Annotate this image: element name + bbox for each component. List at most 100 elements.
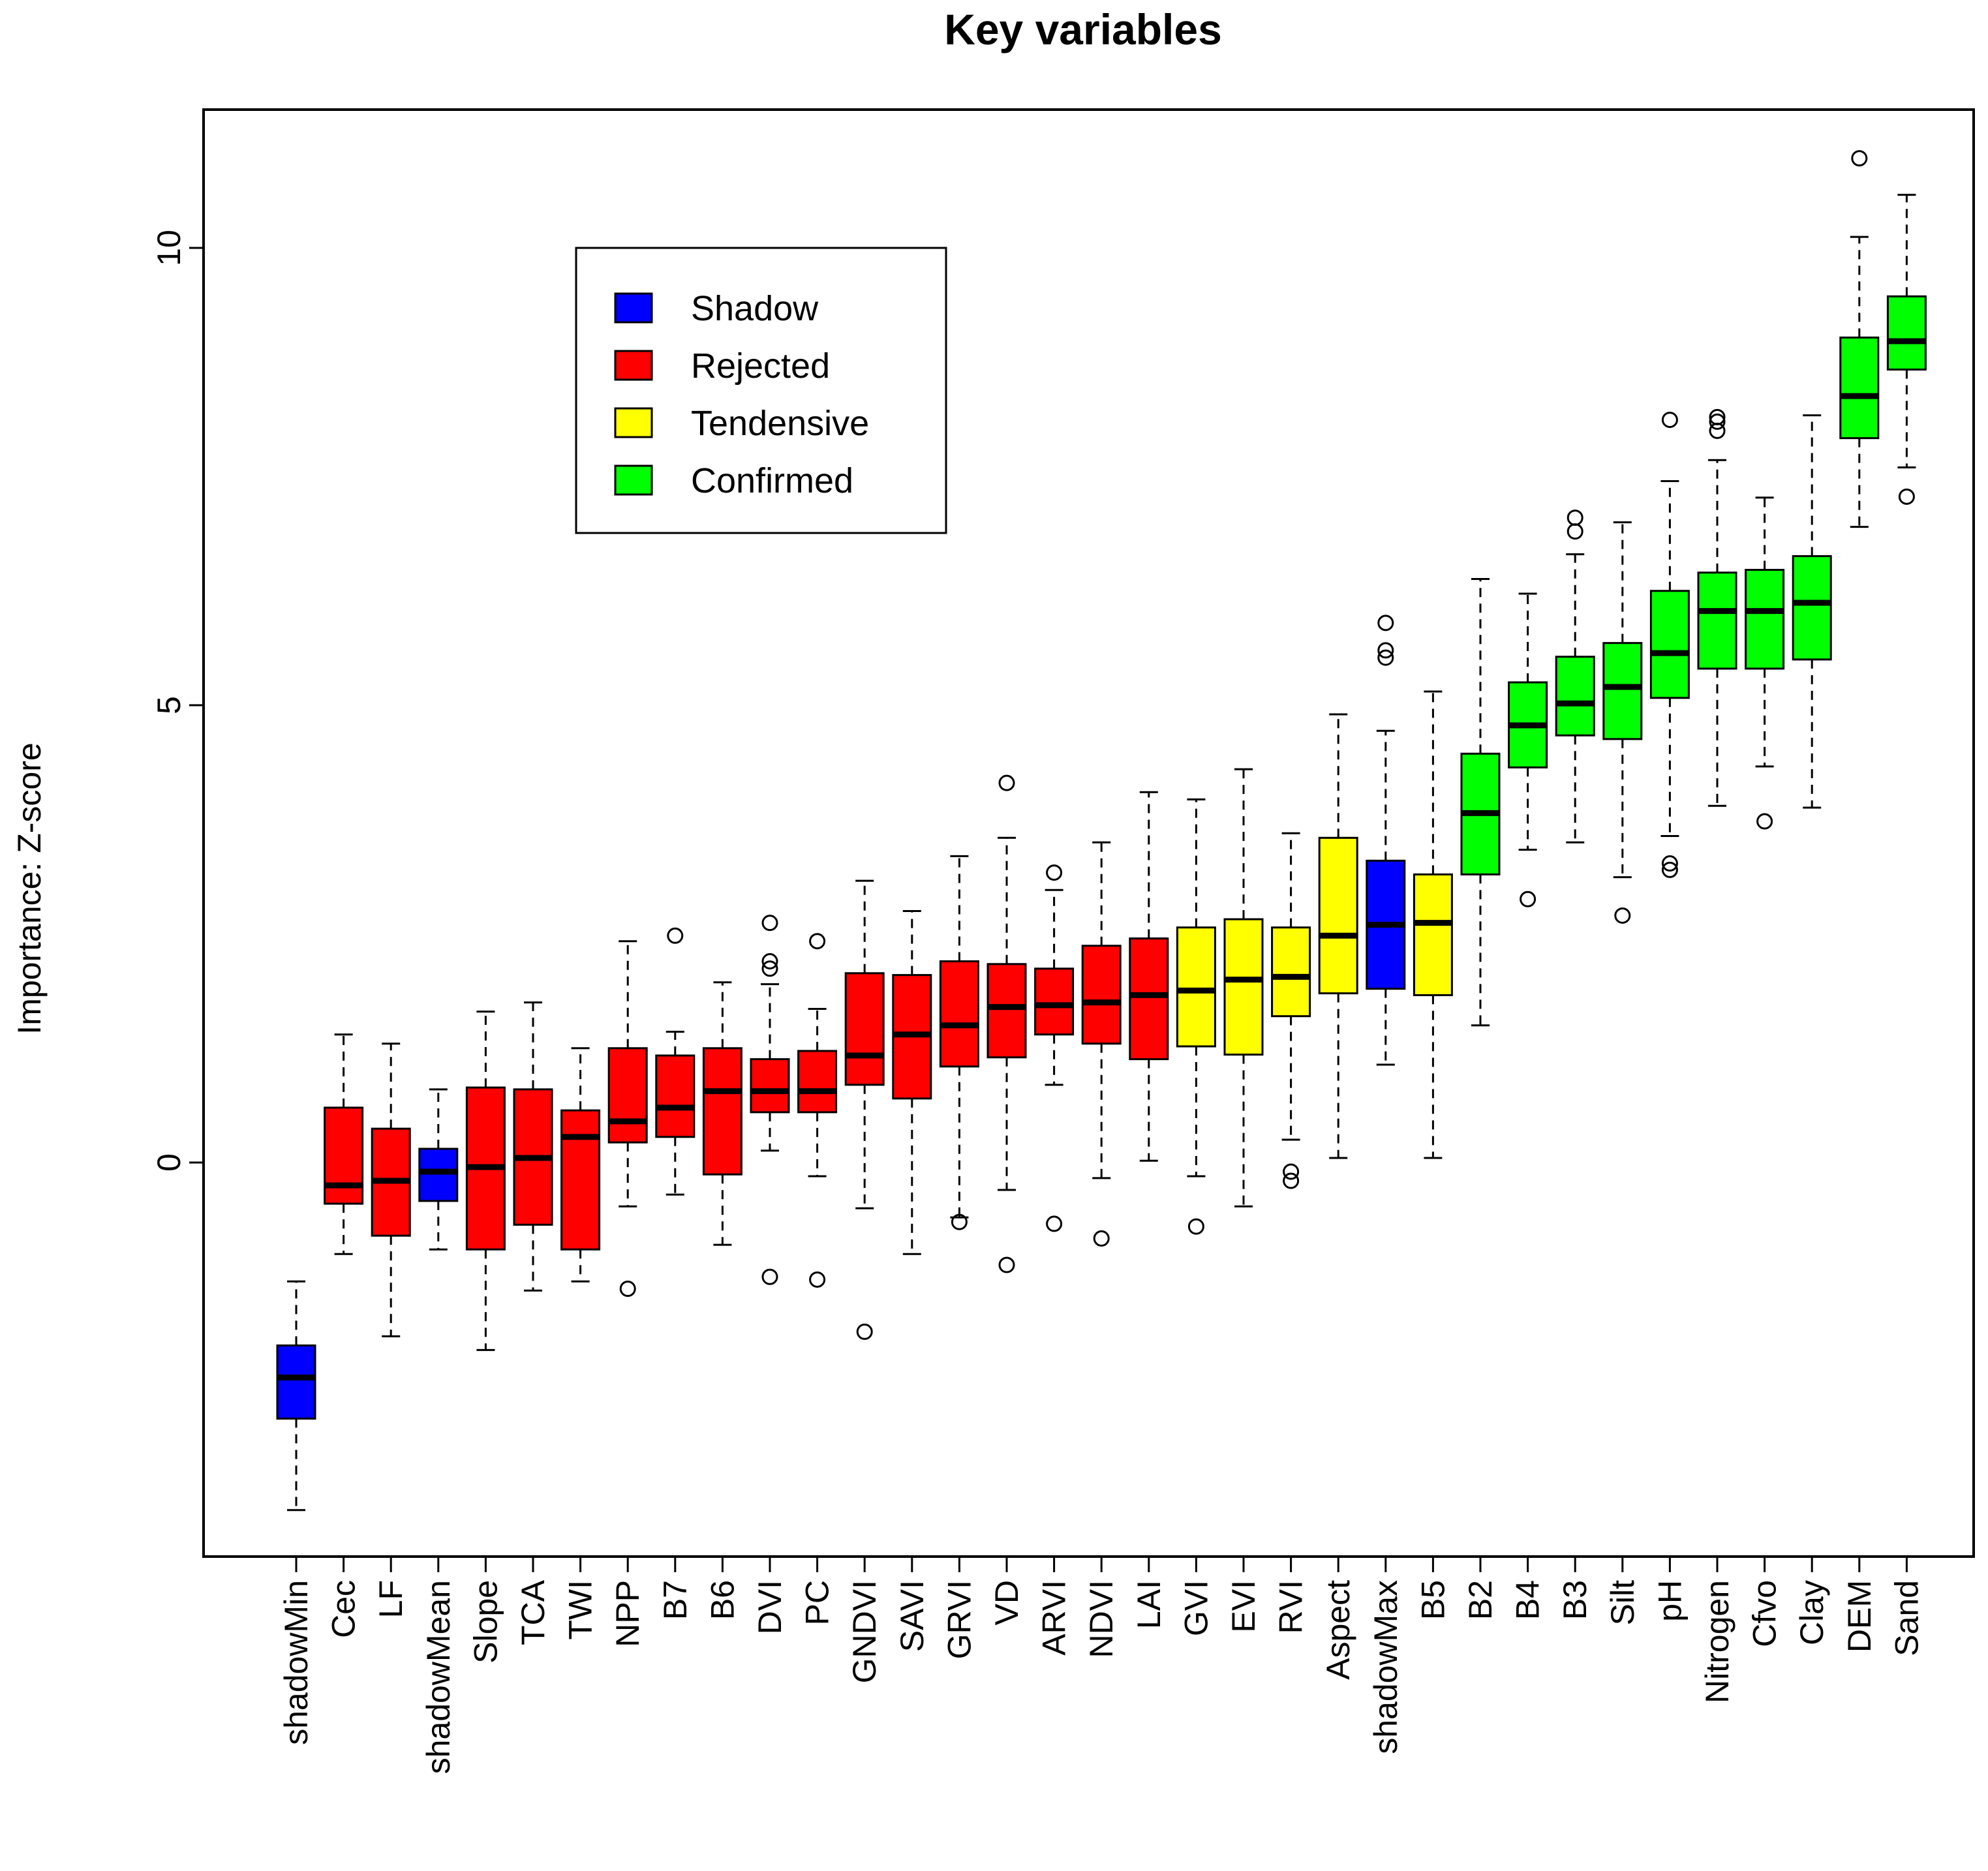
x-tick-label: LAI	[1131, 1580, 1167, 1629]
x-tick-label: LF	[373, 1580, 409, 1618]
box-Nitrogen	[1697, 408, 1737, 807]
x-tick-label: EVI	[1225, 1580, 1262, 1633]
outlier-point	[761, 953, 778, 970]
iqr-box	[1413, 873, 1453, 996]
iqr-box	[1839, 336, 1880, 440]
iqr-box	[1318, 836, 1358, 995]
x-tick-label: shadowMean	[420, 1580, 457, 1774]
outlier-point	[1756, 813, 1773, 830]
outlier-point	[761, 960, 778, 977]
iqr-box	[1886, 295, 1927, 371]
iqr-box	[324, 1106, 364, 1205]
outlier-point	[667, 927, 684, 944]
box-RVI	[1271, 832, 1311, 1189]
box-ARVI	[1034, 864, 1075, 1232]
box-Sand	[1886, 194, 1927, 505]
box-GNDVI	[844, 879, 885, 1340]
iqr-box	[844, 972, 885, 1086]
iqr-box	[276, 1344, 316, 1420]
iqr-box	[1271, 926, 1311, 1018]
x-tick-label: Sand	[1888, 1580, 1925, 1656]
box-B2	[1460, 578, 1501, 1027]
x-tick-label: RVI	[1273, 1580, 1309, 1634]
box-GVI	[1176, 798, 1216, 1235]
outlier-point	[1046, 1215, 1063, 1232]
box-shadowMean	[418, 1088, 459, 1251]
box-Cec	[324, 1033, 364, 1255]
outlier-point	[1283, 1172, 1300, 1189]
iqr-box	[1792, 555, 1832, 661]
x-tick-label: Silt	[1604, 1580, 1641, 1626]
outlier-point	[1567, 510, 1583, 526]
y-axis: 0 5 10	[151, 230, 204, 1172]
outlier-point	[1661, 412, 1678, 429]
iqr-box	[1034, 967, 1075, 1036]
outlier-point	[809, 1271, 826, 1288]
outlier-point	[856, 1323, 873, 1340]
outlier-point	[1187, 1218, 1204, 1235]
x-tick-label: DVI	[752, 1580, 788, 1634]
outlier-point	[809, 933, 826, 950]
x-tick-label: VD	[988, 1580, 1025, 1625]
x-tick-label: PC	[799, 1580, 836, 1625]
outlier-point	[1661, 855, 1678, 872]
box-Slope	[465, 1011, 506, 1351]
box-shadowMax	[1366, 615, 1406, 1066]
outlier-point	[951, 1213, 968, 1230]
outlier-point	[998, 774, 1015, 791]
outlier-point	[1283, 1163, 1300, 1180]
iqr-box	[702, 1047, 742, 1176]
x-tick-label: NDVI	[1083, 1580, 1120, 1658]
outlier-point	[1046, 864, 1063, 881]
y-axis-title: Importance: Z-score	[11, 742, 48, 1034]
box-TWI	[560, 1047, 601, 1283]
y-tick-label: 5	[151, 696, 187, 714]
iqr-box	[655, 1054, 696, 1138]
iqr-box	[986, 963, 1027, 1059]
x-tick-label: shadowMin	[278, 1580, 314, 1745]
outlier-point	[619, 1280, 636, 1297]
legend-label: Shadow	[691, 289, 819, 328]
outlier-point	[1614, 907, 1631, 924]
box-PC	[797, 933, 838, 1288]
outlier-point	[1377, 642, 1394, 659]
x-tick-label: B7	[657, 1580, 694, 1620]
box-LAI	[1129, 791, 1169, 1162]
box-Cfvo	[1745, 496, 1785, 830]
box-NPP	[607, 940, 648, 1297]
x-tick-label: GNDVI	[846, 1580, 883, 1683]
x-tick-label: B6	[704, 1580, 741, 1620]
x-tick-label: SAVI	[894, 1580, 930, 1652]
outlier-point	[1520, 890, 1537, 907]
box-B4	[1508, 592, 1548, 907]
iqr-box	[1697, 571, 1737, 670]
box-B6	[702, 981, 742, 1246]
x-axis: shadowMin Cec LF shadowMean Slope TCA TWI NPP B7…	[278, 1555, 1925, 1774]
iqr-box	[1223, 918, 1264, 1056]
box-B5	[1413, 690, 1453, 1159]
box-TCA	[513, 1001, 553, 1292]
box-NDVI	[1081, 841, 1122, 1247]
x-tick-label: Slope	[467, 1580, 504, 1664]
box-pH	[1649, 412, 1690, 878]
iqr-box	[560, 1109, 601, 1251]
box-DEM	[1839, 150, 1880, 528]
x-tick-label: Cfvo	[1747, 1580, 1783, 1647]
legend-swatch	[614, 292, 653, 324]
legend-swatch	[614, 350, 653, 381]
iqr-box	[418, 1148, 459, 1202]
outlier-point	[998, 1256, 1015, 1273]
x-tick-label: Clay	[1794, 1580, 1830, 1645]
legend-label: Rejected	[691, 346, 830, 386]
x-tick-label: pH	[1651, 1580, 1688, 1622]
iqr-box	[1176, 926, 1216, 1048]
box-VD	[986, 774, 1027, 1273]
x-tick-label: B3	[1557, 1580, 1593, 1620]
box-GRVI	[939, 855, 979, 1230]
box-EVI	[1223, 768, 1264, 1208]
box-Aspect	[1318, 713, 1358, 1159]
x-tick-label: B4	[1510, 1580, 1546, 1620]
iqr-box	[1745, 569, 1785, 670]
outlier-point	[761, 915, 778, 932]
outlier-point	[1377, 615, 1394, 631]
